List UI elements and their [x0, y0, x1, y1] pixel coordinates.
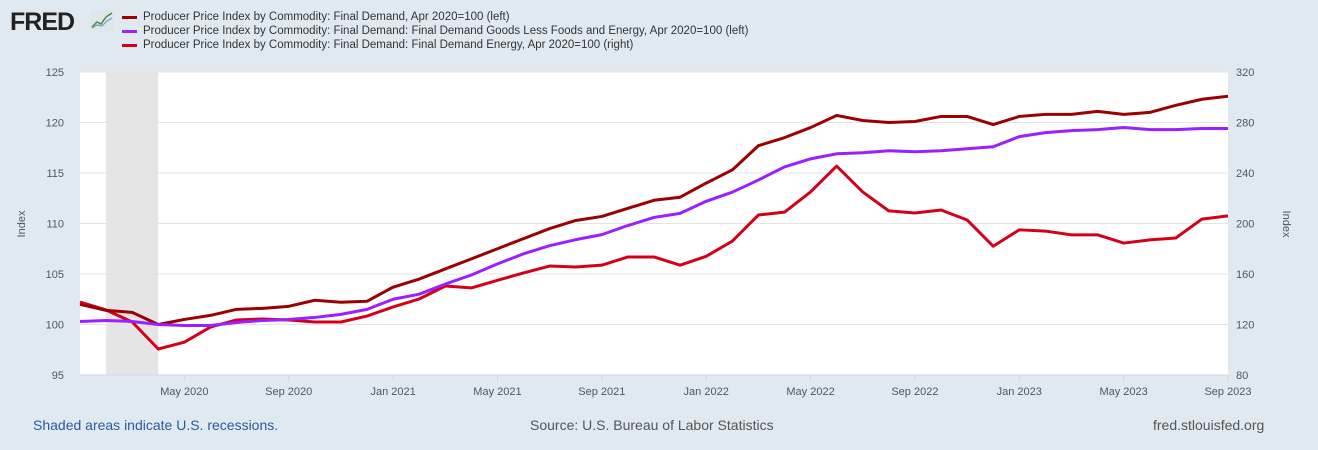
- legend-label: Producer Price Index by Commodity: Final…: [143, 25, 749, 37]
- x-tick-label: Jan 2021: [370, 386, 415, 398]
- legend-item[interactable]: Producer Price Index by Commodity: Final…: [122, 24, 748, 38]
- x-tick-label: Jan 2023: [997, 386, 1042, 398]
- y-tick-left: 115: [46, 168, 64, 180]
- x-tick-label: Sep 2023: [1204, 386, 1251, 398]
- legend-item[interactable]: Producer Price Index by Commodity: Final…: [122, 10, 748, 24]
- y-tick-left: 105: [46, 269, 64, 281]
- y-tick-left: 100: [46, 320, 64, 332]
- x-tick-label: Sep 2022: [891, 386, 938, 398]
- legend-swatch: [122, 29, 137, 33]
- series-line-1: [79, 126, 1228, 328]
- chart-logo-icon: [90, 10, 114, 30]
- legend-label: Producer Price Index by Commodity: Final…: [143, 11, 510, 23]
- series-line-0: [79, 94, 1229, 326]
- plot: 95 100 105 110 115 120 125 80 120 160 200 240 280 320…: [16, 67, 1292, 398]
- x-tick-label: May 2021: [473, 386, 521, 398]
- legend-swatch: [122, 15, 137, 19]
- y-axis-label-right: Index: [1280, 211, 1292, 238]
- y-tick-left: 95: [52, 370, 64, 382]
- site-link[interactable]: fred.stlouisfed.org: [1153, 417, 1265, 433]
- legend: Producer Price Index by Commodity: Final…: [122, 10, 748, 52]
- y-tick-right: 240: [1236, 168, 1254, 180]
- y-axis-label-left: Index: [16, 210, 28, 237]
- x-tick-label: May 2023: [1099, 386, 1147, 398]
- y-tick-right: 280: [1236, 118, 1254, 130]
- legend-item[interactable]: Producer Price Index by Commodity: Final…: [122, 38, 748, 52]
- y-tick-right: 120: [1236, 320, 1254, 332]
- y-tick-right: 200: [1236, 219, 1254, 231]
- source-text: Source: U.S. Bureau of Labor Statistics: [530, 417, 774, 433]
- x-tick-label: May 2020: [160, 386, 208, 398]
- fred-logo: FRED: [10, 8, 75, 36]
- x-tick-label: May 2022: [786, 386, 834, 398]
- y-tick-right: 80: [1236, 370, 1248, 382]
- y-tick-right: 160: [1236, 269, 1254, 281]
- legend-swatch: [122, 43, 137, 47]
- y-tick-right: 320: [1236, 67, 1254, 79]
- y-tick-left: 120: [46, 118, 64, 130]
- recession-note: Shaded areas indicate U.S. recessions.: [33, 417, 279, 433]
- y-tick-left: 125: [46, 67, 64, 79]
- x-tick-label: Sep 2021: [578, 386, 625, 398]
- x-tick-label: Jan 2022: [684, 386, 729, 398]
- x-tick-label: Sep 2020: [265, 386, 312, 398]
- legend-label: Producer Price Index by Commodity: Final…: [143, 39, 634, 51]
- y-tick-left: 110: [46, 219, 64, 231]
